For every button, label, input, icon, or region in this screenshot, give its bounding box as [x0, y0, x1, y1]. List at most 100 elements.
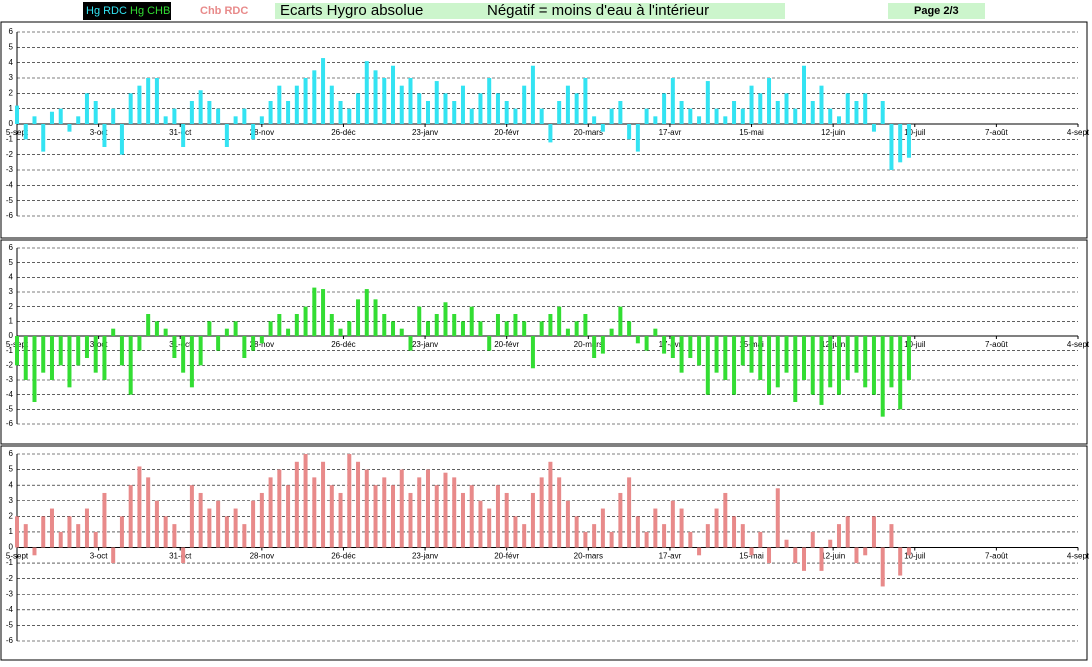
bar	[670, 500, 675, 548]
bar	[705, 336, 710, 395]
bar	[592, 336, 597, 358]
bar	[303, 454, 308, 548]
bar	[102, 336, 107, 380]
bar	[15, 336, 19, 366]
bar	[434, 485, 439, 548]
bar	[679, 336, 684, 373]
y-tick-label: -6	[6, 211, 14, 220]
bar	[749, 336, 754, 373]
bar	[189, 336, 194, 388]
bar	[251, 336, 256, 351]
x-tick-label: 20-mars	[574, 340, 603, 349]
bar	[76, 116, 81, 124]
bar	[592, 116, 597, 124]
bar	[627, 124, 632, 140]
bar	[574, 516, 579, 548]
bar	[233, 116, 238, 124]
bar	[863, 336, 868, 388]
bar	[364, 469, 369, 548]
bar	[504, 321, 509, 336]
bar	[146, 477, 151, 548]
bar	[102, 124, 107, 147]
bar	[495, 93, 500, 124]
bar	[635, 516, 640, 548]
y-tick-label: 5	[9, 42, 14, 51]
bar	[119, 124, 124, 155]
bar	[653, 508, 658, 548]
bar	[356, 93, 361, 124]
bar	[898, 124, 903, 163]
bar	[469, 108, 474, 124]
x-tick-label: 4-sept	[1067, 340, 1090, 349]
legend-entry: Chb RDC	[200, 5, 249, 17]
bar	[251, 500, 256, 548]
bar	[478, 93, 483, 124]
bar	[111, 328, 116, 336]
bar	[452, 314, 457, 336]
y-tick-label: -2	[6, 360, 14, 369]
bar	[819, 336, 824, 405]
x-tick-label: 5-sept	[6, 552, 29, 561]
bar	[15, 516, 19, 548]
y-tick-label: 3	[9, 287, 14, 296]
bar	[399, 328, 404, 336]
bar	[828, 108, 833, 124]
bar	[635, 124, 640, 152]
x-tick-label: 12-juin	[821, 128, 845, 137]
x-tick-label: 26-déc	[331, 552, 355, 561]
bar	[373, 485, 378, 548]
x-tick-label: 23-janv	[412, 552, 438, 561]
y-tick-label: -4	[6, 180, 14, 189]
x-tick-label: 17-avr	[659, 128, 682, 137]
bar	[242, 524, 247, 548]
bar	[294, 314, 299, 336]
bar	[49, 508, 54, 548]
bar	[609, 108, 614, 124]
bar	[644, 336, 649, 351]
y-tick-label: 6	[9, 449, 14, 458]
x-tick-label: 28-nov	[250, 340, 274, 349]
bar	[539, 321, 544, 336]
bar	[609, 531, 614, 548]
x-tick-label: 20-févr	[494, 128, 519, 137]
bar	[889, 524, 894, 548]
bar	[802, 65, 807, 124]
bar	[679, 101, 684, 124]
bar	[329, 485, 334, 548]
bar	[268, 477, 273, 548]
bar	[487, 508, 492, 548]
x-tick-label: 28-nov	[250, 128, 274, 137]
bar	[216, 336, 221, 351]
bar	[644, 108, 649, 124]
bar	[574, 321, 579, 336]
bar	[111, 547, 116, 564]
bar	[347, 454, 352, 548]
bar	[539, 108, 544, 124]
bar	[784, 539, 789, 548]
bar	[697, 336, 702, 366]
bar	[793, 108, 798, 124]
bar	[277, 314, 282, 336]
legend-box	[83, 2, 171, 20]
bar	[321, 461, 326, 548]
bar	[425, 101, 430, 124]
bar	[810, 531, 815, 548]
bar	[382, 477, 387, 548]
bar	[670, 78, 675, 124]
bar	[714, 336, 719, 373]
y-tick-label: 2	[9, 88, 14, 97]
bar	[58, 531, 63, 548]
bar	[408, 336, 413, 351]
y-tick-label: 5	[9, 258, 14, 267]
bar	[775, 488, 780, 548]
bar	[889, 124, 894, 170]
bar	[154, 78, 159, 124]
bar	[644, 531, 649, 548]
title: Ecarts Hygro absolue	[280, 2, 424, 19]
bar	[845, 93, 850, 124]
bar	[618, 306, 623, 336]
x-tick-label: 31-oct	[169, 128, 192, 137]
bar	[434, 314, 439, 336]
bar	[172, 108, 177, 124]
bar	[347, 321, 352, 336]
